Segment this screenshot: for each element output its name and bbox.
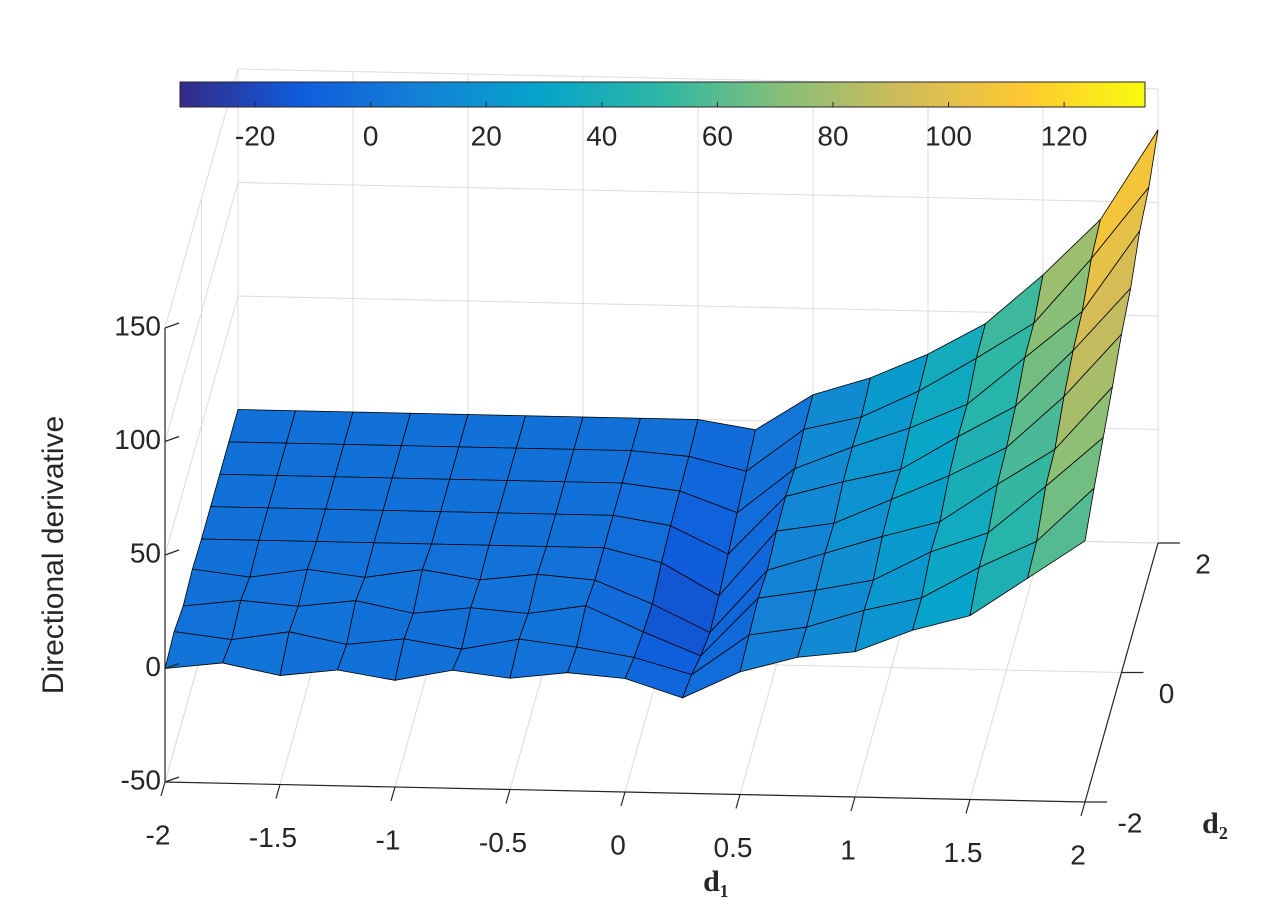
colorbar-tick-label: 120 bbox=[1041, 120, 1088, 151]
x-tick-label: -2 bbox=[146, 819, 171, 850]
surface-cell bbox=[470, 573, 538, 614]
surface-cell bbox=[201, 506, 269, 541]
z-tick bbox=[164, 549, 180, 556]
z-tick bbox=[164, 776, 180, 783]
x-tick-label: 2 bbox=[1070, 839, 1086, 870]
colorbar-tick-label: 80 bbox=[817, 120, 848, 151]
surface-cell bbox=[316, 508, 384, 544]
y-tick-label: 0 bbox=[1159, 678, 1175, 709]
x-tick-label: 0 bbox=[610, 829, 626, 860]
z-tick-label: -50 bbox=[121, 764, 161, 795]
surface-cell bbox=[630, 417, 699, 457]
grid-line bbox=[164, 68, 239, 329]
z-axis-label: Directional derivative bbox=[37, 416, 70, 694]
z-tick bbox=[164, 435, 180, 443]
x-tick bbox=[620, 791, 626, 807]
surface-cell bbox=[431, 511, 499, 546]
surface-cell bbox=[440, 478, 508, 514]
surface-cell bbox=[488, 512, 557, 547]
surface-cell bbox=[267, 475, 336, 510]
x-axis-label: d₁ bbox=[703, 865, 729, 898]
surface-cell bbox=[400, 412, 469, 448]
x-tick-label: 1 bbox=[840, 834, 856, 865]
x-tick bbox=[275, 784, 281, 799]
surface-cell bbox=[1027, 487, 1095, 579]
surface-cell bbox=[334, 443, 402, 479]
colorbar-tick-label: 60 bbox=[702, 120, 733, 151]
axes: -50 0 50 100 150 -2 -1.5 -1 -0.5 0 0.5 1 1.5 2 -2 0 2 bbox=[114, 310, 1211, 870]
surface-cell bbox=[506, 447, 575, 483]
surface-cell bbox=[546, 513, 614, 549]
surface-cell bbox=[337, 638, 405, 681]
grid-line bbox=[164, 295, 239, 556]
surface-cell bbox=[449, 446, 517, 481]
surface-cell bbox=[228, 409, 296, 444]
x-tick-label: 0.5 bbox=[714, 832, 753, 863]
z-tick bbox=[164, 662, 180, 670]
x-tick bbox=[850, 796, 856, 812]
x-tick bbox=[160, 781, 166, 797]
x-tick-label: 1.5 bbox=[944, 837, 983, 868]
surface-cell bbox=[373, 509, 442, 545]
surface-cell bbox=[555, 481, 623, 516]
colorbar-scale bbox=[179, 81, 1146, 108]
surface-cell bbox=[325, 476, 393, 511]
x-tick-label: -1 bbox=[376, 824, 401, 855]
colorbar-tick-label: 100 bbox=[925, 120, 972, 151]
x-tick bbox=[1080, 801, 1086, 817]
y-tick-label: 2 bbox=[1195, 548, 1211, 579]
surface-cell bbox=[219, 441, 287, 476]
surface-cell bbox=[515, 415, 584, 450]
z-tick-label: 100 bbox=[114, 424, 161, 455]
surface-cell bbox=[285, 410, 354, 445]
grid-line bbox=[164, 182, 239, 442]
surface-cell bbox=[382, 477, 451, 513]
surface-cell bbox=[497, 480, 566, 515]
surface-cell bbox=[258, 507, 327, 542]
x-tick bbox=[965, 799, 971, 814]
z-tick-label: 0 bbox=[145, 651, 161, 682]
surface-cell bbox=[391, 445, 460, 480]
x-tick-label: -0.5 bbox=[479, 827, 527, 858]
colorbar: -20 0 20 40 60 80 100 120 bbox=[179, 81, 1146, 151]
surface-cell bbox=[343, 411, 411, 447]
x-tick bbox=[505, 789, 511, 804]
x-tick bbox=[735, 794, 741, 809]
surface-cell bbox=[458, 414, 526, 449]
surface-cell bbox=[564, 448, 632, 484]
colorbar-tick-label: 20 bbox=[471, 120, 502, 151]
colorbar-tick-label: 0 bbox=[363, 120, 379, 151]
x-tick bbox=[390, 786, 396, 802]
z-tick bbox=[164, 322, 180, 329]
surface-cell bbox=[276, 442, 345, 478]
y-tick-label: -2 bbox=[1118, 807, 1143, 838]
z-tick-label: 50 bbox=[130, 537, 161, 568]
grid-line bbox=[237, 182, 1159, 203]
z-tick-label: 150 bbox=[114, 310, 161, 341]
colorbar-tick-label: 40 bbox=[586, 120, 617, 151]
surface-cell bbox=[573, 416, 641, 452]
surface bbox=[164, 129, 1159, 699]
surface-cell bbox=[210, 473, 278, 509]
colorbar-tick-label: -20 bbox=[235, 120, 275, 151]
x-tick-label: -1.5 bbox=[249, 822, 297, 853]
y-axis-label: d₂ bbox=[1202, 807, 1228, 840]
